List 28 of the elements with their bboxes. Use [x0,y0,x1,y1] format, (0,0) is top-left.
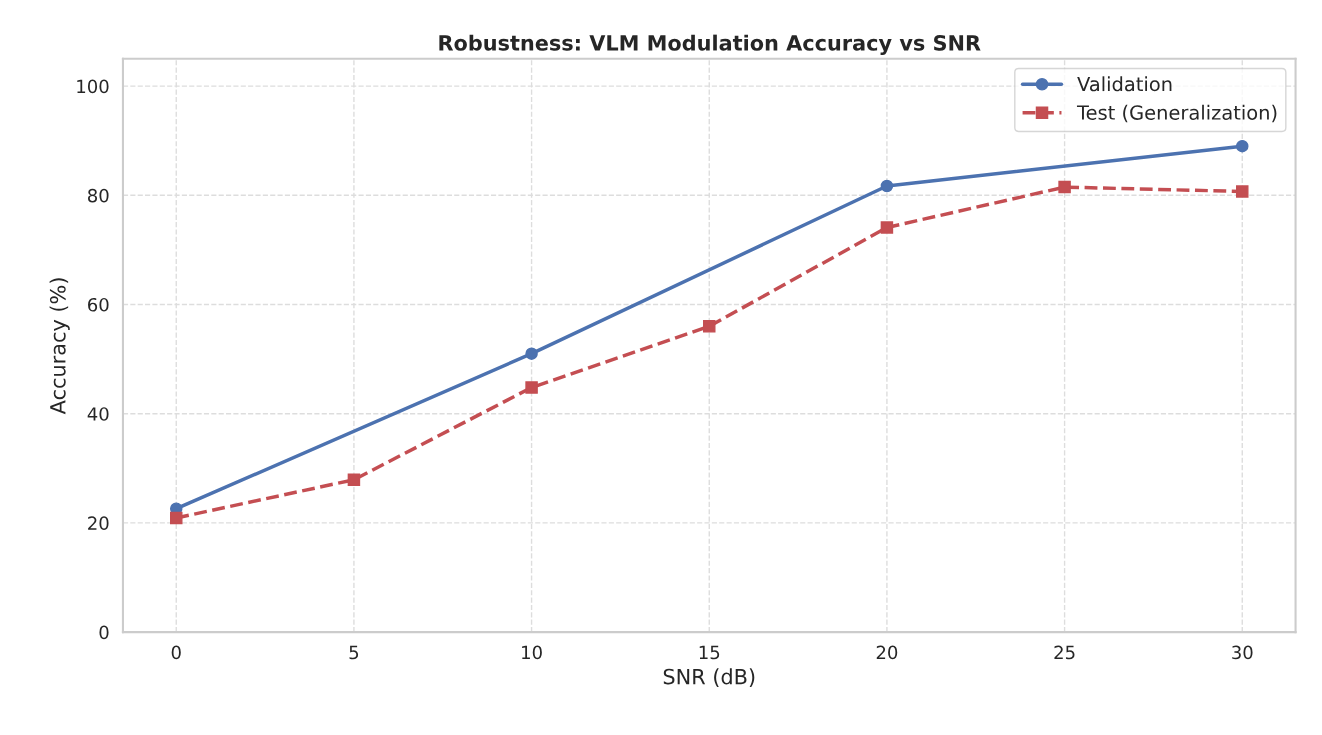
chart-title: Robustness: VLM Modulation Accuracy vs SNR [439,34,981,55]
x-tick-label: 5 [349,645,359,660]
y-tick-label: 80 [88,188,109,203]
point [169,511,183,525]
y-tick-label: 20 [88,516,109,531]
x-axis-title: SNR (dB) [663,668,755,687]
x-tick-label: 10 [522,645,542,660]
legend-label: Validation [1077,76,1172,92]
x-tick-label: 15 [699,645,720,660]
y-tick-label: 60 [88,297,109,312]
x-tick-label: 30 [1232,645,1253,660]
legend-label: Test (Generalization) [1076,104,1277,123]
point [703,320,716,333]
point [880,179,894,193]
x-tick-label: 25 [1054,645,1075,660]
y-tick-label: 0 [99,625,109,640]
point [880,221,894,234]
x-tick-label: 0 [171,645,181,660]
point [347,473,361,487]
y-tick-label: 40 [87,407,109,421]
point [525,381,538,394]
point [1236,185,1249,198]
point [525,347,538,360]
x-tick-label: 20 [876,645,898,660]
y-axis-title: Accuracy (%) [49,278,70,415]
point [1236,139,1249,153]
y-tick-label: 100 [77,79,109,94]
point [1058,180,1071,194]
